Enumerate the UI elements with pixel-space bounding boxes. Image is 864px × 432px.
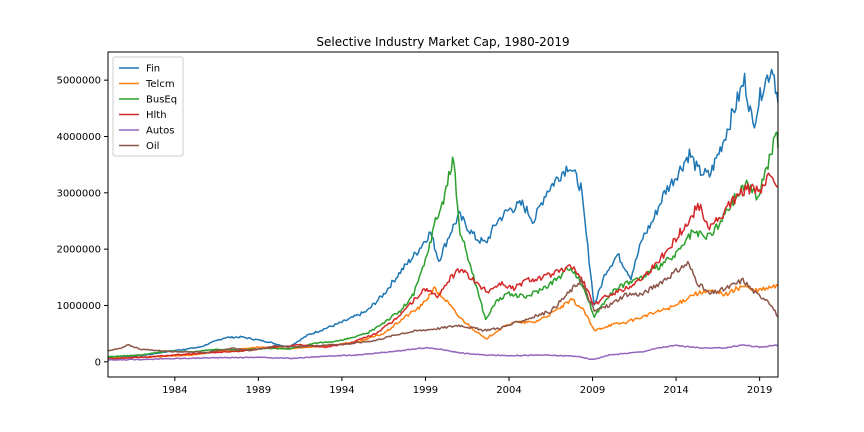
legend-label-fin: Fin: [146, 64, 160, 75]
chart-title: Selective Industry Market Cap, 1980-2019: [316, 35, 569, 49]
y-tick-label-2000000: 2000000: [56, 245, 101, 256]
legend: Fin Telcm BusEq Hlth Autos Oil: [112, 56, 184, 157]
series-line-fin: [107, 68, 779, 359]
y-axis: 0 1000000 2000000 3000000 4000000 5000000: [56, 76, 108, 368]
series-line-oil: [107, 260, 779, 354]
legend-box: [112, 56, 184, 157]
x-tick-label-1984: 1984: [162, 385, 187, 396]
y-tick-label-4000000: 4000000: [56, 132, 101, 143]
x-tick-label-2014: 2014: [663, 385, 688, 396]
x-axis: 1984 1989 1994 1999 2004 2009 2014 2019: [162, 377, 772, 396]
y-tick-label-3000000: 3000000: [56, 188, 101, 199]
x-tick-label-1999: 1999: [413, 385, 438, 396]
series-line-autos: [107, 344, 779, 361]
series-line-telcm: [107, 284, 779, 360]
legend-label-autos: Autos: [146, 126, 174, 137]
x-tick-label-1989: 1989: [246, 385, 271, 396]
legend-label-buseq: BusEq: [146, 95, 177, 106]
y-tick-label-5000000: 5000000: [56, 76, 101, 87]
x-tick-label-2004: 2004: [496, 385, 521, 396]
legend-label-hlth: Hlth: [146, 110, 167, 121]
y-tick-label-1000000: 1000000: [56, 301, 101, 312]
legend-label-oil: Oil: [146, 141, 159, 152]
y-tick-label-0: 0: [95, 357, 101, 368]
legend-label-telcm: Telcm: [145, 79, 175, 90]
x-tick-label-2009: 2009: [580, 385, 605, 396]
series-layer: [107, 68, 779, 361]
x-tick-label-2019: 2019: [747, 385, 772, 396]
plot-frame: [107, 51, 779, 378]
x-tick-label-1994: 1994: [329, 385, 354, 396]
series-line-hlth: [108, 172, 779, 361]
